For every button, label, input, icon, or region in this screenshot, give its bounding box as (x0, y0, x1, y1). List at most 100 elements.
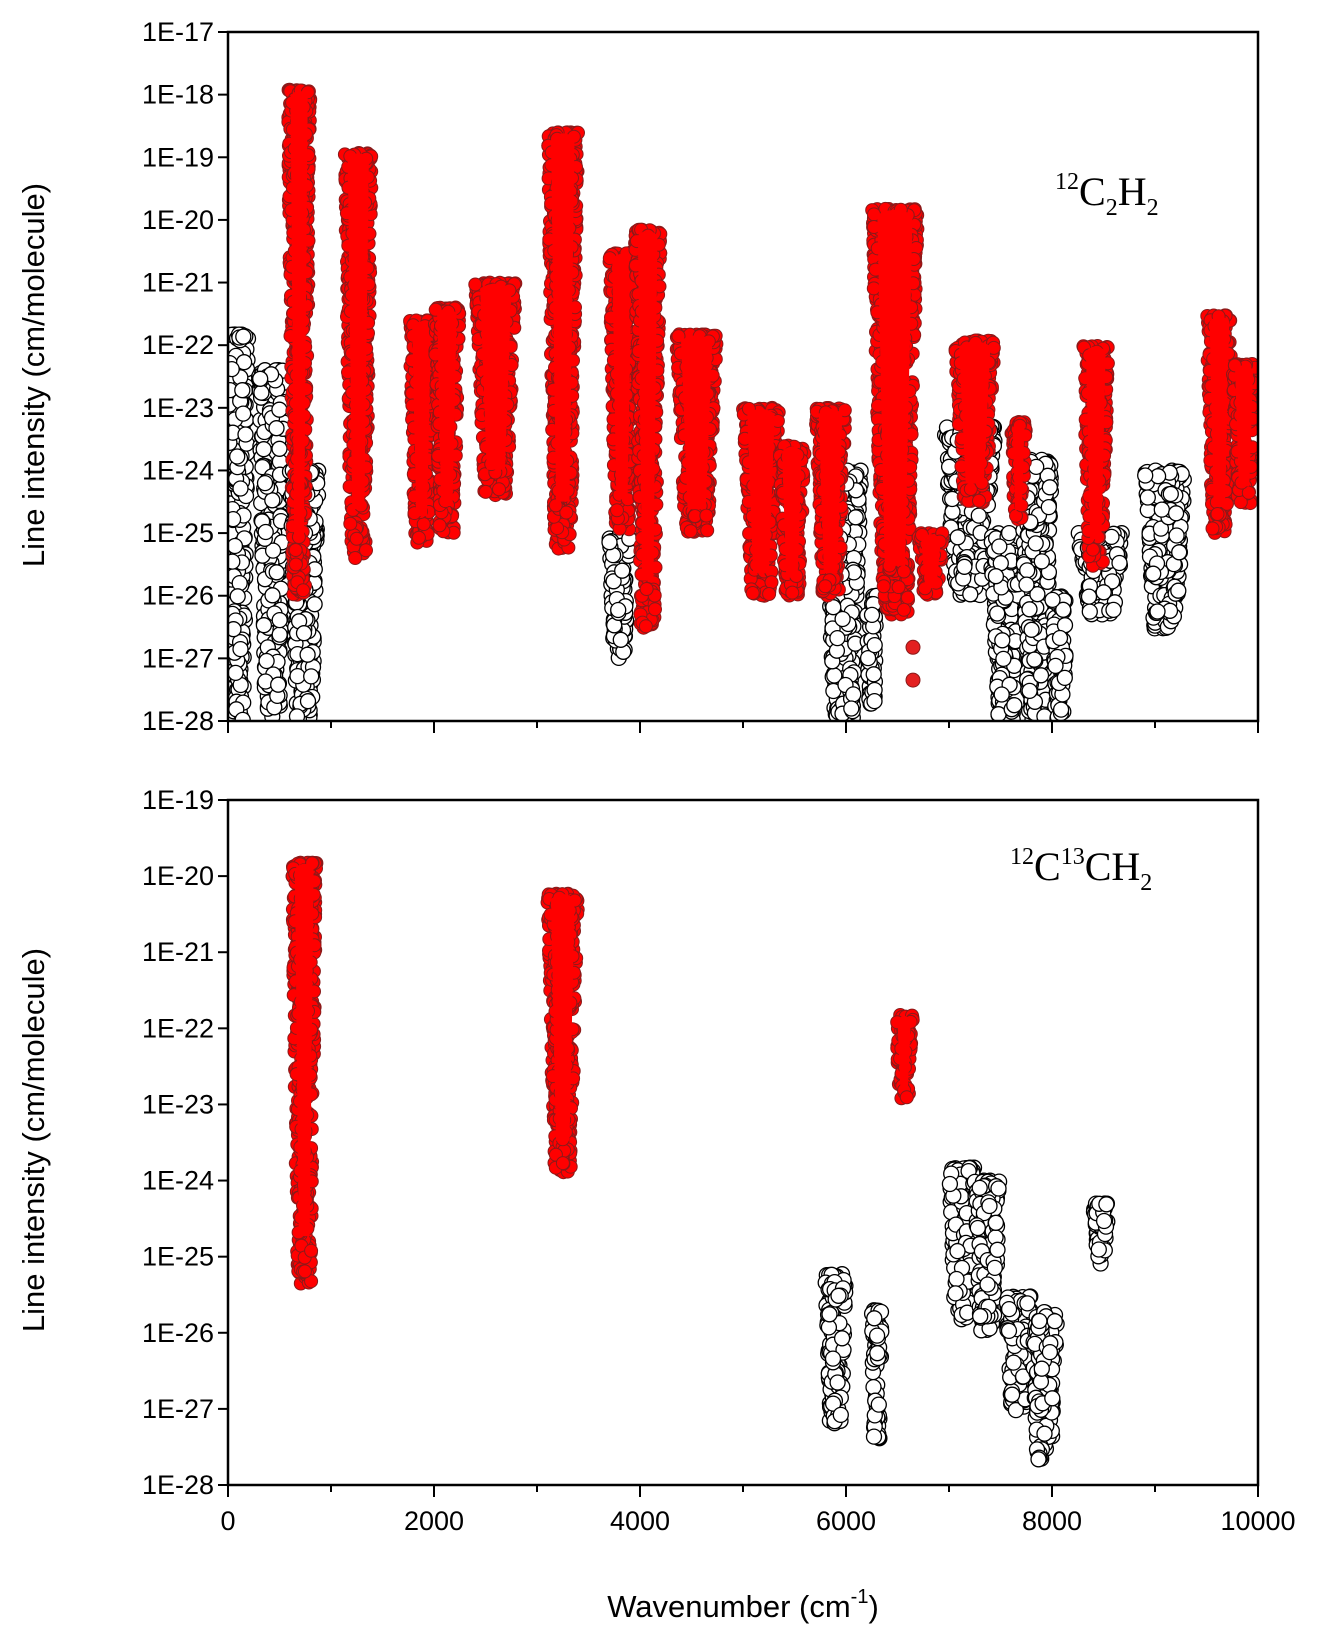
data-point (288, 543, 303, 557)
data-point (991, 538, 1008, 555)
band-5 (541, 125, 585, 556)
data-point (1080, 588, 1098, 605)
band-1 (251, 361, 293, 721)
data-point (228, 664, 244, 682)
data-point (956, 558, 973, 575)
data-point (255, 617, 273, 634)
data-point (845, 686, 862, 703)
data-point (949, 529, 966, 546)
data-point (1032, 667, 1050, 684)
data-point (1033, 553, 1050, 570)
band-4 (468, 275, 523, 503)
data-point (237, 426, 254, 443)
data-point (228, 621, 242, 638)
data-point (1019, 562, 1036, 579)
plot-area (228, 82, 1258, 721)
band-11 (1137, 462, 1192, 637)
band-3 (427, 300, 467, 540)
data-point (1047, 657, 1064, 675)
data-point (1145, 565, 1162, 582)
data-point (614, 562, 631, 579)
data-point (1153, 501, 1170, 518)
data-point (343, 516, 358, 531)
data-point (1149, 603, 1166, 620)
data-point (834, 610, 851, 628)
data-point (229, 588, 246, 605)
data-point (866, 692, 883, 710)
data-point (432, 518, 447, 533)
data-point (235, 405, 252, 422)
data-point (1137, 467, 1154, 484)
data-point (847, 509, 864, 526)
data-point (1040, 498, 1057, 516)
data-point (235, 354, 253, 371)
data-point (1041, 479, 1058, 496)
data-point (1027, 535, 1044, 552)
data-point (253, 384, 270, 401)
data-point (865, 666, 882, 683)
data-point (987, 568, 1005, 585)
data-point (1162, 485, 1179, 503)
data-point (271, 440, 288, 457)
data-point (866, 636, 883, 654)
data-point (306, 596, 323, 613)
data-point (1023, 621, 1040, 638)
data-point (610, 601, 627, 619)
data-point (264, 587, 281, 604)
data-point (270, 676, 287, 693)
data-point (989, 605, 1006, 622)
data-point (1000, 524, 1018, 542)
data-point (349, 531, 364, 546)
data-point (1095, 584, 1112, 601)
data-point (271, 611, 288, 629)
data-point (303, 668, 320, 685)
data-point (1171, 544, 1188, 561)
data-point (468, 277, 483, 292)
data-point (264, 492, 281, 509)
data-point (994, 632, 1011, 649)
data-point (296, 583, 311, 598)
series-open-circle (228, 326, 1192, 721)
data-point (829, 629, 846, 647)
data-point (492, 482, 506, 497)
band-9 (1044, 588, 1074, 721)
data-point (411, 530, 426, 545)
data-point (416, 517, 431, 532)
data-point (228, 510, 242, 528)
data-point (228, 553, 241, 570)
data-point (1103, 528, 1120, 546)
band-1 (337, 146, 379, 565)
data-point (1018, 576, 1035, 593)
data-point (1081, 603, 1098, 620)
data-point (601, 534, 618, 551)
data-point (289, 667, 306, 685)
data-point (1105, 601, 1122, 619)
band-0 (228, 326, 257, 721)
data-point (1044, 591, 1061, 609)
data-point (295, 625, 313, 642)
data-point (271, 401, 288, 418)
data-point (1006, 697, 1023, 714)
data-point (232, 640, 249, 658)
data-point (1051, 629, 1069, 647)
data-point (257, 523, 274, 541)
data-point (1168, 527, 1185, 544)
data-point (940, 458, 958, 475)
data-point (993, 686, 1010, 703)
data-point (962, 586, 979, 603)
band-3 (601, 525, 638, 667)
data-point (231, 574, 248, 592)
data-point (235, 328, 252, 345)
data-point (255, 441, 272, 458)
top-panel: 1E-171E-181E-191E-201E-211E-221E-231E-24… (16, 17, 1260, 736)
data-point (478, 484, 493, 499)
data-point (970, 507, 987, 524)
data-point (1052, 701, 1070, 718)
data-point (234, 382, 251, 399)
data-point (288, 557, 303, 572)
data-point (359, 543, 373, 558)
data-point (863, 606, 881, 624)
data-point (1026, 651, 1043, 668)
data-point (228, 537, 244, 555)
